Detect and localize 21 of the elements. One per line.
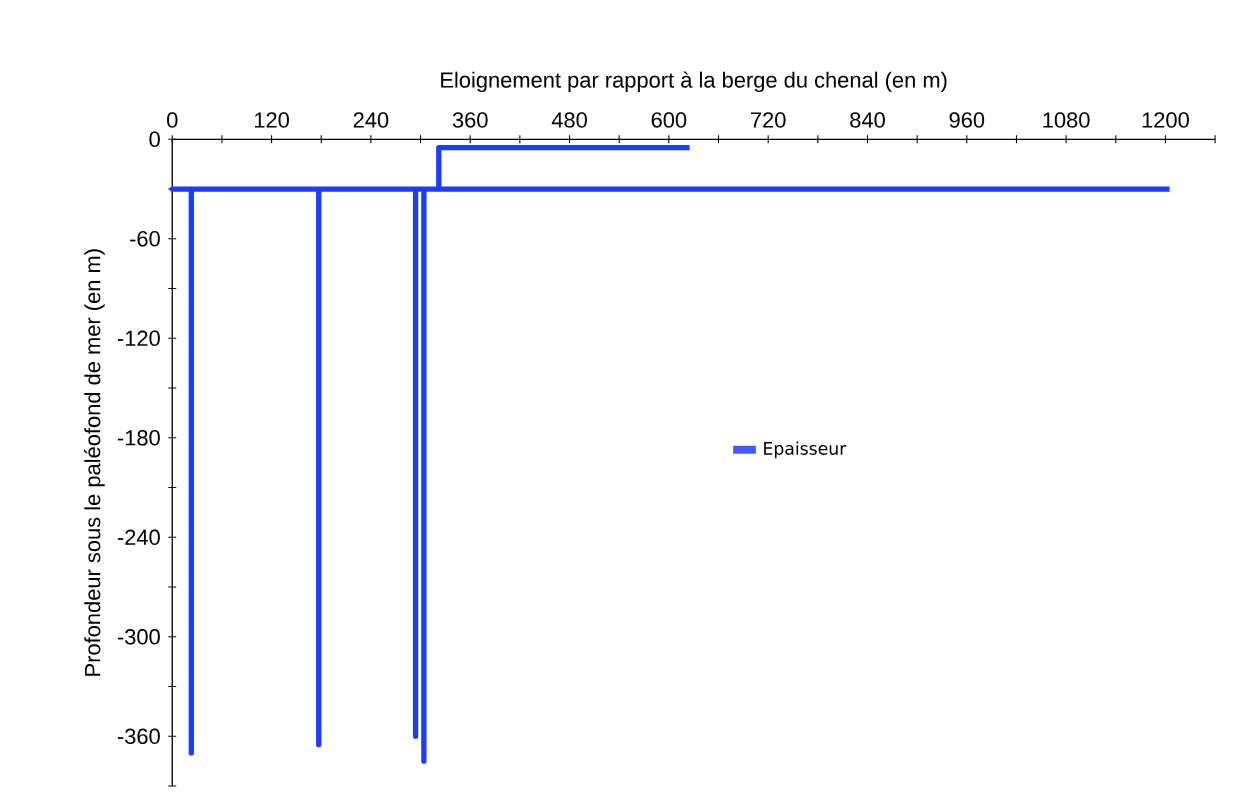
x-tick-label: 1080 xyxy=(1043,112,1090,128)
y-tick-label: -60 xyxy=(130,231,160,247)
y-axis-title: Profondeur sous le paléofond de mer (en m) xyxy=(84,249,105,676)
text: Epaisseur xyxy=(764,441,847,459)
x-tick-label: 480 xyxy=(551,112,587,128)
y-tick-label: -360 xyxy=(117,728,160,745)
x-tick-label: 240 xyxy=(353,112,389,128)
y-tick-label: -180 xyxy=(117,430,160,446)
x-tick-label: 720 xyxy=(751,112,786,128)
x-tick-label: 360 xyxy=(452,112,488,128)
y-tick-label: 0 xyxy=(149,131,160,148)
x-tick-label: 0 xyxy=(167,112,178,128)
x-tick-label: 1200 xyxy=(1142,112,1189,128)
x-tick-label: 960 xyxy=(949,112,985,128)
x-tick-label: 600 xyxy=(651,112,687,128)
x-tick-label: 120 xyxy=(254,112,289,128)
y-tick-label: -300 xyxy=(117,629,160,645)
x-tick-label: 840 xyxy=(850,112,885,128)
y-tick-label: -240 xyxy=(117,529,160,546)
x-axis-title: Eloignement par rapport à la berge du chenal (en m) xyxy=(441,71,947,93)
y-tick-label: -120 xyxy=(117,330,160,347)
